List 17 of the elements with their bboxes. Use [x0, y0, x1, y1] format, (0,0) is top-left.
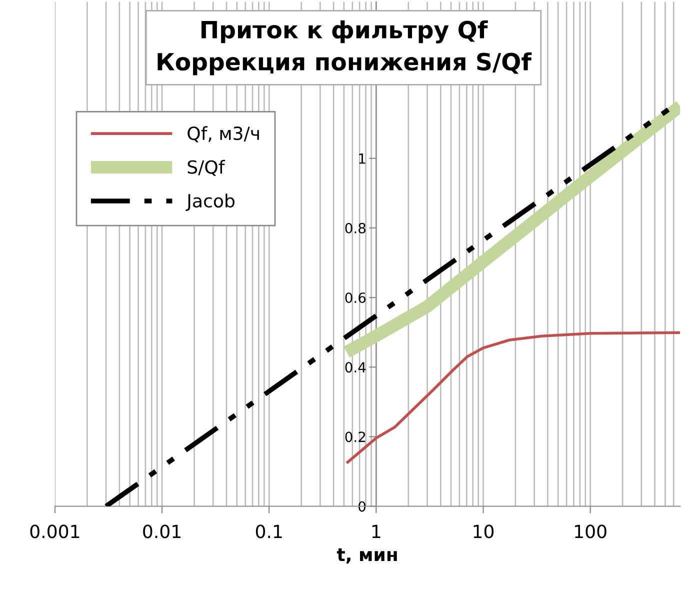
legend-label: S/Qf [188, 160, 226, 176]
x-tick-label: 100 [575, 524, 606, 538]
legend-label: Jacob [186, 194, 234, 211]
y-tick-label: 0.2 [345, 432, 366, 442]
x-tick-label: 0.01 [143, 524, 180, 538]
y-tick-label: 0 [358, 501, 366, 512]
x-tick-label: 0.1 [256, 524, 282, 538]
y-tick-label: 0.8 [345, 222, 366, 234]
y-tick-label: 1 [359, 154, 366, 164]
legend-label: Qf, м3/ч [188, 126, 259, 142]
x-tick-label: 10 [474, 524, 494, 538]
x-axis-title: t, мин [336, 548, 397, 564]
y-tick-label: 0.6 [345, 292, 366, 303]
x-tick-label: 0.001 [30, 524, 80, 538]
text: Приток к фильтру Qf Коррекция понижения S/Qf [158, 20, 532, 76]
x-tick-label: 1 [372, 524, 380, 538]
y-tick-label: 0.4 [345, 362, 366, 373]
